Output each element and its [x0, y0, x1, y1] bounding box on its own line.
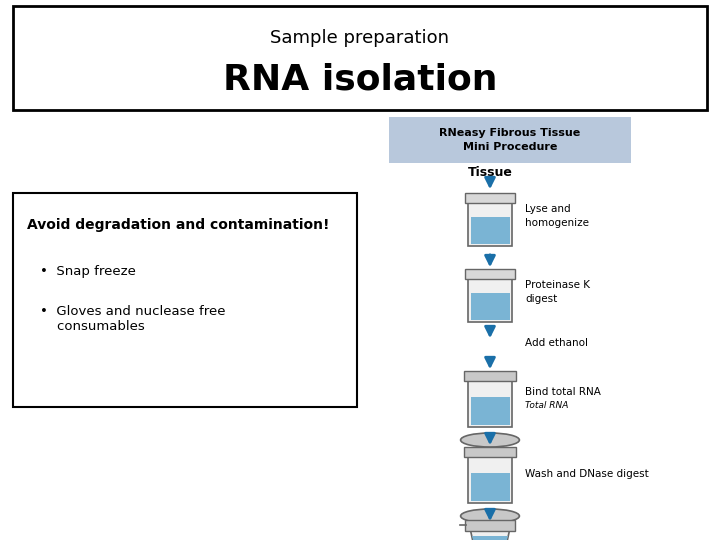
- Text: Bind total RNA: Bind total RNA: [525, 387, 601, 397]
- FancyBboxPatch shape: [464, 447, 516, 457]
- Text: RNeasy Fibrous Tissue
Mini Procedure: RNeasy Fibrous Tissue Mini Procedure: [439, 128, 580, 152]
- Text: Proteinase K
digest: Proteinase K digest: [525, 280, 590, 303]
- Text: Tissue: Tissue: [467, 165, 513, 179]
- Text: •  Gloves and nuclease free
    consumables: • Gloves and nuclease free consumables: [40, 305, 225, 333]
- Text: •  Snap freeze: • Snap freeze: [40, 265, 136, 278]
- FancyBboxPatch shape: [468, 274, 512, 322]
- FancyBboxPatch shape: [13, 193, 357, 407]
- FancyBboxPatch shape: [470, 293, 510, 320]
- Polygon shape: [472, 536, 508, 540]
- Text: Wash and DNase digest: Wash and DNase digest: [525, 469, 649, 479]
- Polygon shape: [470, 528, 510, 540]
- FancyBboxPatch shape: [468, 377, 512, 427]
- FancyBboxPatch shape: [465, 520, 515, 531]
- FancyBboxPatch shape: [464, 371, 516, 381]
- FancyBboxPatch shape: [13, 6, 707, 110]
- Text: Sample preparation: Sample preparation: [271, 29, 449, 47]
- FancyBboxPatch shape: [465, 193, 515, 203]
- Text: Lyse and
homogenize: Lyse and homogenize: [525, 205, 589, 227]
- FancyBboxPatch shape: [470, 397, 510, 424]
- FancyBboxPatch shape: [470, 217, 510, 244]
- FancyBboxPatch shape: [470, 473, 510, 501]
- Text: RNA isolation: RNA isolation: [222, 63, 498, 97]
- Text: Total RNA: Total RNA: [525, 402, 568, 410]
- Ellipse shape: [461, 433, 519, 447]
- FancyBboxPatch shape: [465, 269, 515, 279]
- Text: Add ethanol: Add ethanol: [525, 338, 588, 348]
- FancyBboxPatch shape: [389, 117, 631, 163]
- Text: Avoid degradation and contamination!: Avoid degradation and contamination!: [27, 218, 330, 232]
- Ellipse shape: [461, 509, 519, 523]
- FancyBboxPatch shape: [468, 453, 512, 503]
- FancyBboxPatch shape: [468, 198, 512, 246]
